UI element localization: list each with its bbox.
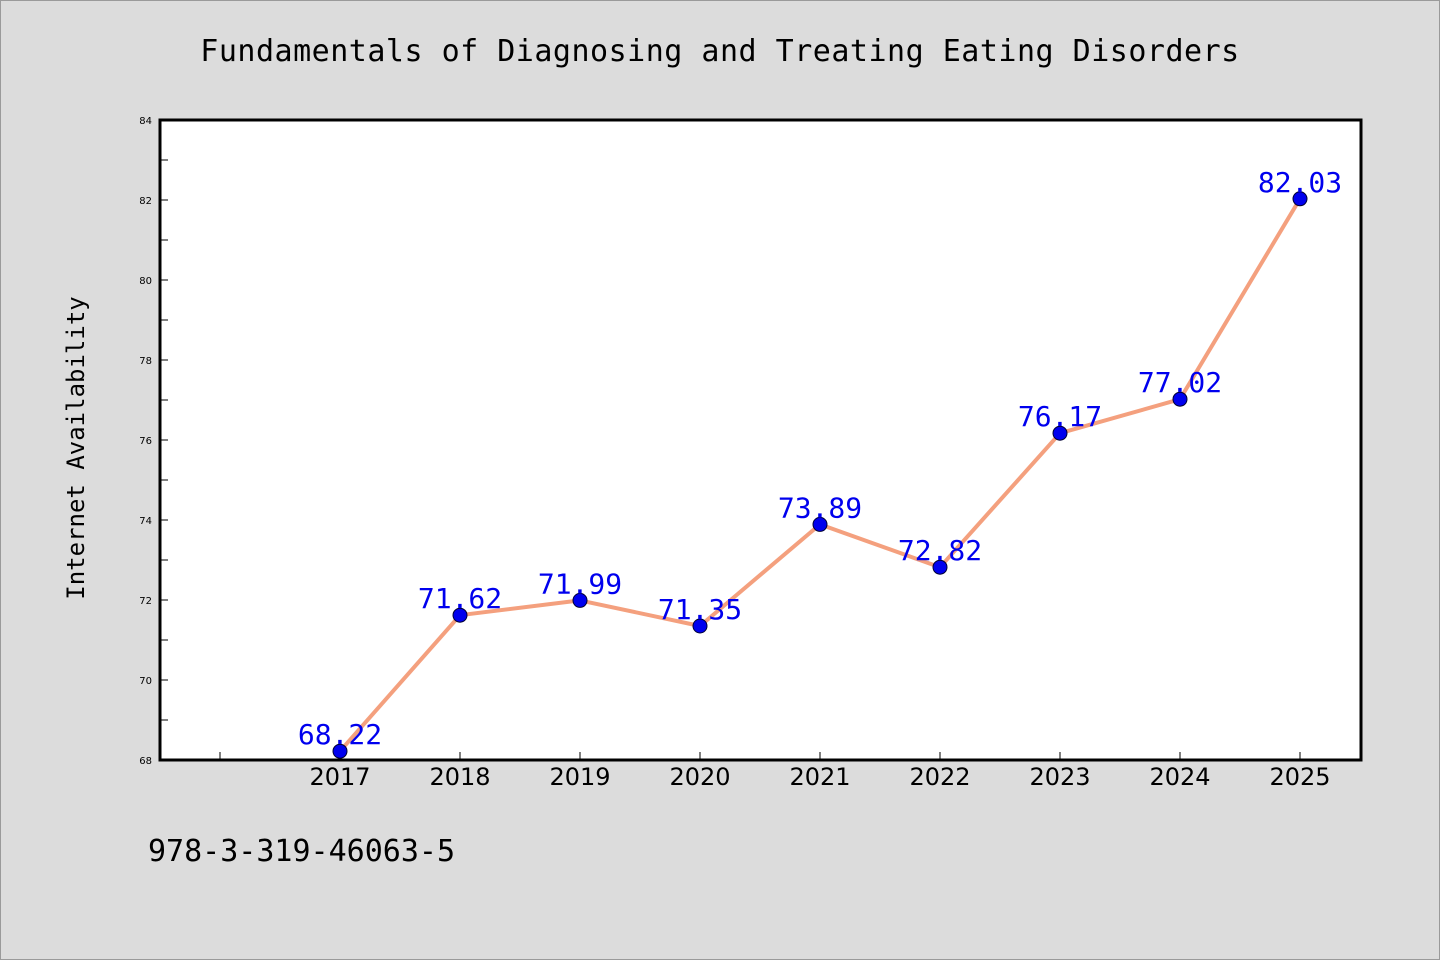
- isbn-text: 978-3-319-46063-5: [148, 834, 456, 869]
- data-label: 77.02: [1138, 366, 1222, 399]
- data-point: [812, 516, 828, 532]
- x-tick-label: 2022: [909, 763, 970, 791]
- x-tick-label: 2021: [789, 763, 850, 791]
- data-label: 82.03: [1258, 166, 1342, 199]
- data-label: 73.89: [778, 491, 862, 524]
- y-tick-label: 82: [139, 196, 152, 207]
- data-label: 71.35: [658, 593, 742, 626]
- x-axis: 2017 2018 2019 2020 2021 2022 2023 2024 2025: [219, 752, 1331, 791]
- x-tick-label: 2019: [549, 763, 610, 791]
- x-tick-label: 2017: [309, 763, 370, 791]
- data-label: 71.62: [418, 582, 502, 615]
- data-point: [452, 607, 468, 623]
- data-point: [932, 559, 948, 575]
- y-tick-label: 78: [139, 356, 152, 367]
- data-label: 72.82: [898, 534, 982, 567]
- data-point: [332, 743, 348, 759]
- data-point: [1172, 391, 1188, 407]
- data-label: 76.17: [1018, 400, 1102, 433]
- data-point: [1292, 191, 1308, 207]
- data-label: 71.99: [538, 567, 622, 600]
- y-tick-label: 84: [139, 116, 152, 127]
- y-tick-label: 74: [139, 516, 152, 527]
- y-axis: 68 70 72 74 76 78 80 82 84: [139, 116, 168, 767]
- data-point: [692, 618, 708, 634]
- x-tick-label: 2025: [1269, 763, 1330, 791]
- y-tick-label: 68: [139, 756, 152, 767]
- plot-area: [158, 118, 1363, 762]
- y-tick-label: 70: [139, 676, 152, 687]
- y-tick-label: 80: [139, 276, 152, 287]
- y-tick-label: 72: [139, 596, 152, 607]
- chart-title: Fundamentals of Diagnosing and Treating …: [200, 34, 1240, 69]
- series-group: 68.22 71.62 71.99 71.35 73.89 72.82 76.17 77.02…: [298, 166, 1342, 759]
- y-tick-label: 76: [139, 436, 152, 447]
- data-label: 68.22: [298, 718, 382, 751]
- x-tick-label: 2018: [429, 763, 490, 791]
- data-point: [572, 592, 588, 608]
- x-tick-label: 2024: [1149, 763, 1210, 791]
- x-tick-label: 2023: [1029, 763, 1090, 791]
- data-point: [1052, 425, 1068, 441]
- x-tick-label: 2020: [669, 763, 730, 791]
